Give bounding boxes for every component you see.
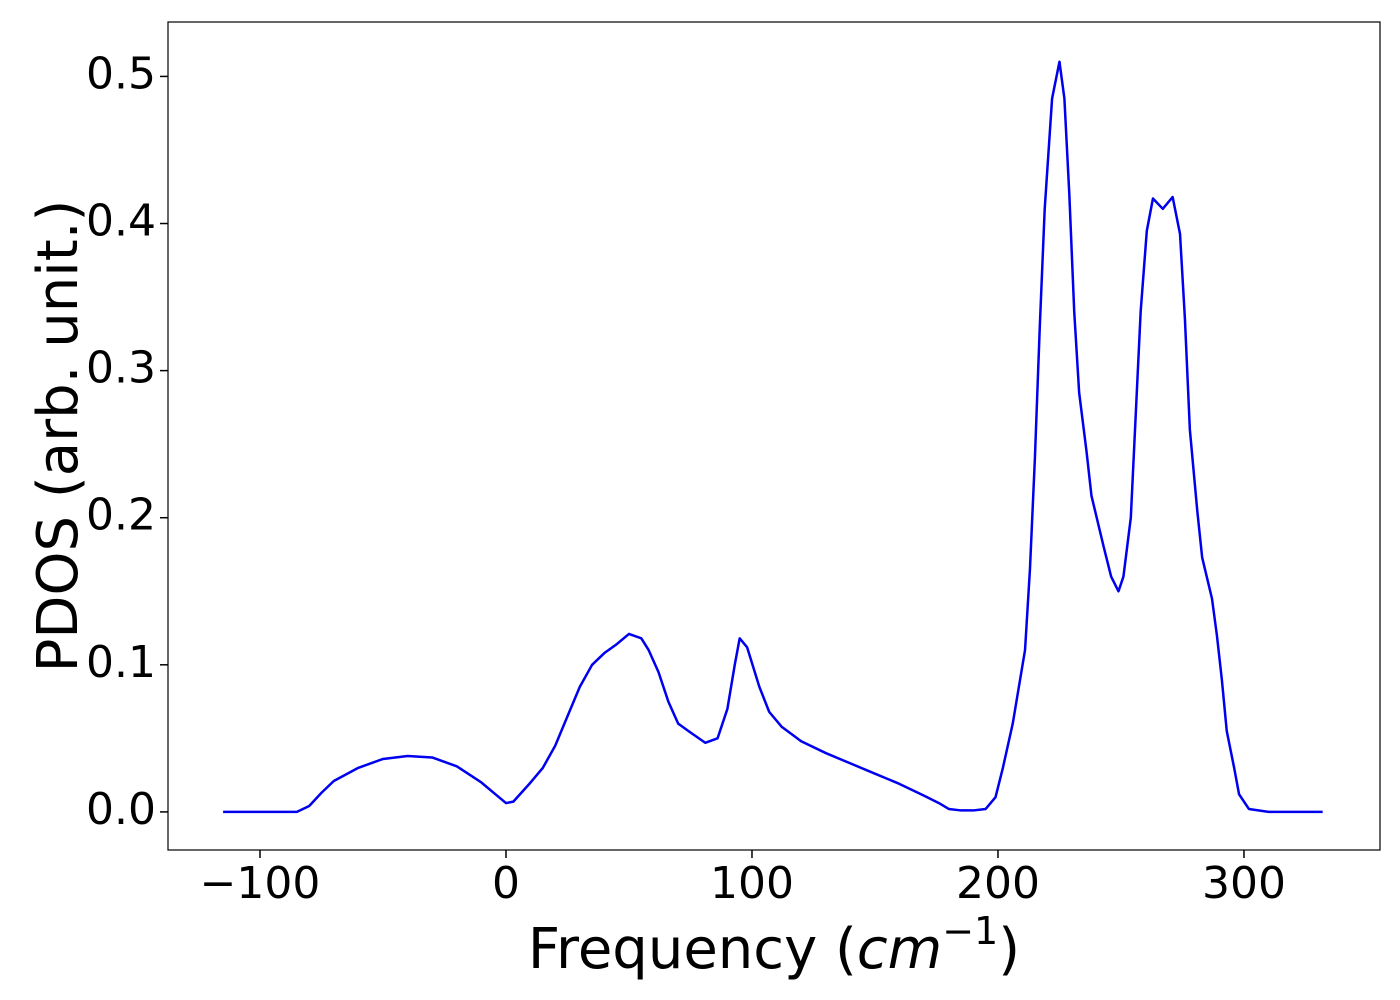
x-axis-label: Frequency (cm−1) [528, 909, 1020, 982]
y-tick-label: 0.5 [86, 48, 156, 99]
y-tick-label: 0.1 [86, 637, 156, 688]
x-tick-label: −100 [200, 858, 321, 909]
y-tick-label: 0.3 [86, 343, 156, 394]
y-axis-label: PDOS (arb. unit.) [26, 200, 91, 673]
x-tick-label: 300 [1202, 858, 1286, 909]
x-tick-label: 100 [710, 858, 794, 909]
plot-frame [167, 21, 1381, 851]
y-tick-label: 0.2 [86, 490, 156, 541]
y-tick-label: 0.0 [86, 784, 156, 835]
x-tick-label: 200 [956, 858, 1040, 909]
line-series [223, 60, 1323, 814]
y-tick-label: 0.4 [86, 196, 156, 247]
x-tick-label: 0 [492, 858, 520, 909]
